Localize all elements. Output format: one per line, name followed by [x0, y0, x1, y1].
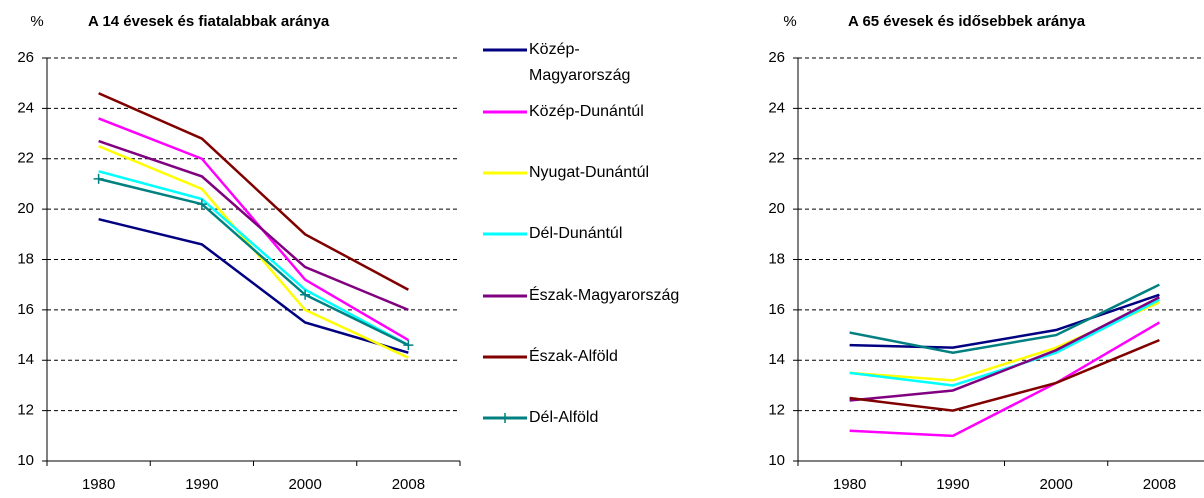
marker — [403, 340, 414, 351]
x-tick-label: 1980 — [82, 476, 115, 493]
legend-label: Nyugat-Dunántúl — [529, 164, 650, 181]
y-axis-label: % — [783, 13, 796, 30]
marker — [300, 289, 311, 300]
y-axis-label: % — [30, 13, 43, 30]
y-tick-label: 14 — [17, 351, 34, 368]
y-tick-label: 12 — [17, 402, 34, 419]
legend-swatch — [483, 232, 527, 236]
y-tick-label: 26 — [768, 49, 785, 66]
y-tick-label: 20 — [768, 200, 785, 217]
legend-item: Közép-Magyarország — [483, 37, 659, 89]
y-tick-label: 18 — [17, 250, 34, 267]
x-tick-label: 2000 — [1039, 476, 1072, 493]
x-tick-label: 2008 — [1143, 476, 1176, 493]
y-tick-label: 10 — [17, 452, 34, 469]
x-tick-label: 2008 — [392, 476, 425, 493]
y-tick-label: 24 — [768, 99, 785, 116]
legend-label: Dél-Dunántúl — [529, 225, 623, 242]
y-tick-label: 16 — [768, 301, 785, 318]
legend-item: Nyugat-Dunántúl — [483, 160, 649, 186]
series-line — [849, 283, 1160, 354]
series-line — [98, 170, 409, 347]
series-line — [98, 217, 409, 354]
legend-swatch — [483, 110, 527, 114]
legend-swatch — [483, 294, 527, 298]
legend-swatch — [483, 171, 527, 175]
y-tick-label: 20 — [17, 200, 34, 217]
x-tick-label: 1980 — [833, 476, 866, 493]
legend-swatch — [483, 48, 527, 52]
y-tick-label: 12 — [768, 402, 785, 419]
x-tick-label: 1990 — [185, 476, 218, 493]
legend-label: Észak-Alföld — [529, 348, 618, 365]
legend-item: Közép-Dunántúl — [483, 99, 644, 125]
x-tick-label: 1990 — [936, 476, 969, 493]
y-tick-label: 16 — [17, 301, 34, 318]
legend-label: Észak-Magyarország — [529, 287, 680, 304]
y-tick-label: 10 — [768, 452, 785, 469]
marker — [93, 173, 104, 184]
legend-item: Dél-Alföld — [483, 405, 598, 431]
series-line — [98, 117, 410, 342]
chart-title: A 65 évesek és idősebbek aránya — [848, 13, 1086, 30]
legend-swatch — [483, 413, 527, 423]
legend-label: Közép-Magyarország — [529, 41, 631, 84]
legend-item: Dél-Dunántúl — [483, 221, 622, 247]
series-line — [98, 145, 409, 359]
y-tick-label: 22 — [768, 150, 785, 167]
series-line — [849, 321, 1161, 438]
y-tick-label: 22 — [17, 150, 34, 167]
legend-marker — [500, 413, 510, 423]
y-tick-label: 14 — [768, 351, 785, 368]
chart-title: A 14 évesek és fiatalabbak aránya — [88, 13, 330, 30]
legend-label: Dél-Alföld — [529, 409, 599, 426]
legend-item: Észak-Magyarország — [483, 283, 679, 309]
legend-item: Észak-Alföld — [483, 344, 618, 370]
y-tick-label: 24 — [17, 99, 34, 116]
y-tick-label: 26 — [17, 49, 34, 66]
legend-swatch — [483, 355, 527, 359]
series-line — [849, 296, 1160, 402]
marker — [196, 199, 207, 210]
legend-label: Közép-Dunántúl — [529, 103, 644, 120]
series-line — [98, 177, 409, 347]
series-line — [849, 293, 1160, 349]
x-tick-label: 2000 — [288, 476, 321, 493]
series-line — [98, 92, 409, 291]
series-line — [98, 139, 409, 312]
series-line — [849, 338, 1160, 412]
y-tick-label: 18 — [768, 250, 785, 267]
